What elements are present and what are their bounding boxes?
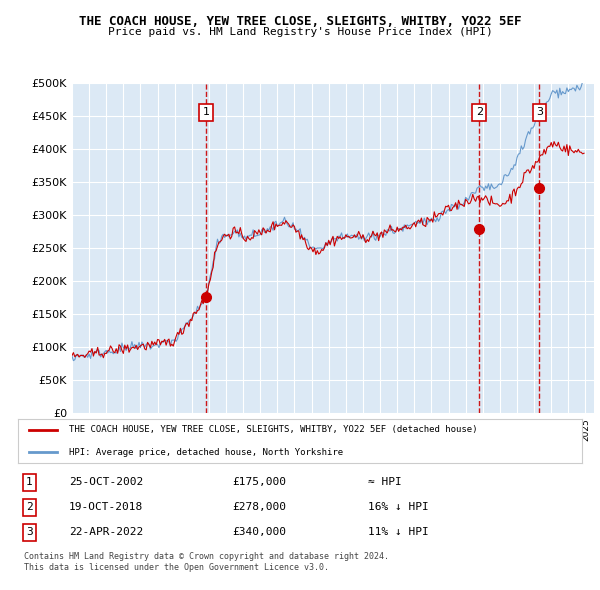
Text: Price paid vs. HM Land Registry's House Price Index (HPI): Price paid vs. HM Land Registry's House …	[107, 27, 493, 37]
Text: 11% ↓ HPI: 11% ↓ HPI	[368, 527, 428, 537]
Text: 19-OCT-2018: 19-OCT-2018	[69, 503, 143, 512]
Text: 3: 3	[536, 107, 543, 117]
Text: Contains HM Land Registry data © Crown copyright and database right 2024.: Contains HM Land Registry data © Crown c…	[24, 552, 389, 560]
Text: 3: 3	[26, 527, 32, 537]
Text: THE COACH HOUSE, YEW TREE CLOSE, SLEIGHTS, WHITBY, YO22 5EF: THE COACH HOUSE, YEW TREE CLOSE, SLEIGHT…	[79, 15, 521, 28]
Text: This data is licensed under the Open Government Licence v3.0.: This data is licensed under the Open Gov…	[24, 563, 329, 572]
Text: £175,000: £175,000	[232, 477, 286, 487]
Text: ≈ HPI: ≈ HPI	[368, 477, 401, 487]
Text: 2: 2	[476, 107, 483, 117]
Text: 2: 2	[26, 503, 32, 512]
Text: £340,000: £340,000	[232, 527, 286, 537]
Text: 25-OCT-2002: 25-OCT-2002	[69, 477, 143, 487]
Text: HPI: Average price, detached house, North Yorkshire: HPI: Average price, detached house, Nort…	[69, 448, 343, 457]
Text: 16% ↓ HPI: 16% ↓ HPI	[368, 503, 428, 512]
Text: 1: 1	[26, 477, 32, 487]
Text: £278,000: £278,000	[232, 503, 286, 512]
Text: 22-APR-2022: 22-APR-2022	[69, 527, 143, 537]
Text: 1: 1	[202, 107, 209, 117]
Text: THE COACH HOUSE, YEW TREE CLOSE, SLEIGHTS, WHITBY, YO22 5EF (detached house): THE COACH HOUSE, YEW TREE CLOSE, SLEIGHT…	[69, 425, 477, 434]
